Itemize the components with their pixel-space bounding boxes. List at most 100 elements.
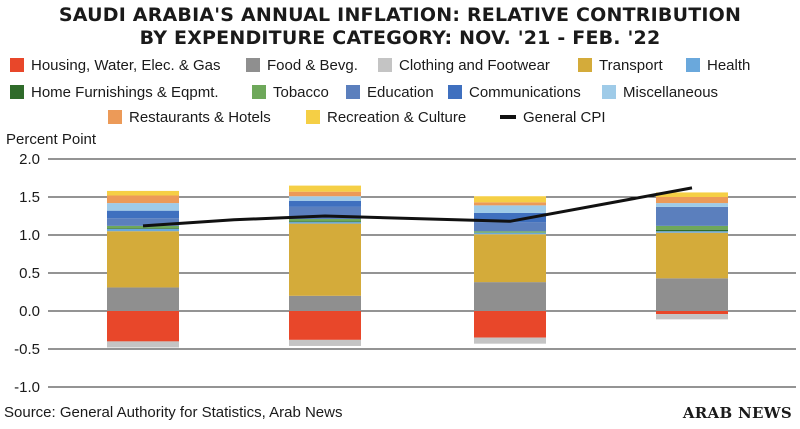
legend-swatch xyxy=(306,110,320,124)
bar-segment xyxy=(474,222,546,232)
bar-segment xyxy=(474,231,546,233)
legend-swatch xyxy=(252,85,266,99)
source-note: Source: General Authority for Statistics… xyxy=(4,404,343,421)
y-tick-label: 1.5 xyxy=(19,189,40,206)
bar-segment xyxy=(289,295,361,311)
legend-item-housing: Housing, Water, Elec. & Gas xyxy=(10,54,221,76)
legend-item-restaurants: Restaurants & Hotels xyxy=(108,106,271,128)
legend-label: Recreation & Culture xyxy=(327,108,467,126)
y-tick-label: -1.0 xyxy=(14,379,40,396)
bar-segment xyxy=(474,202,546,206)
legend-label: General CPI xyxy=(523,108,606,126)
brand-logo: ARAB NEWS xyxy=(682,404,792,422)
bar-segment xyxy=(107,228,179,232)
bar-segment xyxy=(107,190,179,196)
cpi-line-group xyxy=(142,186,693,228)
legend-label: Food & Bevg. xyxy=(267,56,358,74)
legend-item-home-furnishings: Home Furnishings & Eqpmt. xyxy=(10,81,219,103)
bar-segment xyxy=(107,287,179,311)
bar-stack xyxy=(474,196,546,344)
legend-label: Restaurants & Hotels xyxy=(129,108,271,126)
bar-segment xyxy=(656,311,728,315)
bar-segment xyxy=(474,282,546,311)
bar-segment xyxy=(107,341,179,348)
legend-label: Health xyxy=(707,56,751,74)
bar-segment xyxy=(289,222,361,224)
legend-swatch xyxy=(346,85,360,99)
bar-segment xyxy=(474,205,546,213)
bar-segment xyxy=(474,337,546,344)
bar-segment xyxy=(107,210,179,219)
bar-segment xyxy=(656,232,728,279)
bar-stack xyxy=(107,190,179,348)
bar-segment xyxy=(474,212,546,223)
title-line-1: SAUDI ARABIA'S ANNUAL INFLATION: RELATIV… xyxy=(58,4,742,26)
bar-segment xyxy=(289,185,361,192)
y-tick-labels: 2.0 1.5 1.0 0.5 0.0 -0.5 -1.0 xyxy=(14,151,40,396)
bar-segment xyxy=(656,278,728,311)
legend-item-general-cpi: General CPI xyxy=(500,106,606,128)
bar-segment xyxy=(474,311,546,338)
legend-swatch xyxy=(602,85,616,99)
bar-segment xyxy=(656,229,728,232)
legend-swatch xyxy=(378,58,392,72)
bar-segment xyxy=(107,203,179,211)
y-tick-label: 0.0 xyxy=(19,303,40,320)
bar-segment xyxy=(656,231,728,233)
legend-item-clothing: Clothing and Footwear xyxy=(378,54,550,76)
legend-swatch xyxy=(500,115,516,119)
bar-segment xyxy=(656,206,728,226)
bar-segment xyxy=(107,195,179,204)
legend-item-recreation: Recreation & Culture xyxy=(306,106,466,128)
legend-item-education: Education xyxy=(346,81,434,103)
legend-label: Home Furnishings & Eqpmt. xyxy=(31,83,219,101)
legend-item-transport: Transport xyxy=(578,54,663,76)
y-tick-label: 2.0 xyxy=(19,151,40,168)
bar-segment xyxy=(656,314,728,320)
cpi-line xyxy=(142,186,693,228)
title-line-2: BY EXPENDITURE CATEGORY: NOV. '21 - FEB.… xyxy=(139,27,661,49)
bar-segment xyxy=(107,225,179,229)
bar-segment xyxy=(289,221,361,223)
legend-label: Housing, Water, Elec. & Gas xyxy=(31,56,221,74)
bar-segment xyxy=(107,228,179,229)
legend-label: Education xyxy=(367,83,434,101)
bar-segment xyxy=(289,191,361,197)
y-tick-label: 0.5 xyxy=(19,265,40,282)
bar-segment xyxy=(289,200,361,207)
legend-label: Tobacco xyxy=(273,83,329,101)
bar-stack xyxy=(289,185,361,346)
legend-item-food: Food & Bevg. xyxy=(246,54,358,76)
y-axis-label: Percent Point xyxy=(6,131,97,148)
y-tick-label: -0.5 xyxy=(14,341,40,358)
legend-label: Communications xyxy=(469,83,581,101)
legend-swatch xyxy=(246,58,260,72)
legend-swatch xyxy=(686,58,700,72)
legend-swatch xyxy=(10,58,24,72)
bar-segment xyxy=(474,232,546,235)
bar-segment xyxy=(656,203,728,207)
legend-item-communications: Communications xyxy=(448,81,581,103)
bar-segment xyxy=(107,231,179,288)
bars xyxy=(107,185,728,348)
legend-swatch xyxy=(578,58,592,72)
bar-segment xyxy=(656,197,728,204)
bar-segment xyxy=(289,223,361,296)
legend-swatch xyxy=(448,85,462,99)
bar-segment xyxy=(289,219,361,222)
bar-segment xyxy=(289,196,361,201)
legend-label: Miscellaneous xyxy=(623,83,719,101)
bar-segment xyxy=(289,339,361,346)
bar-segment xyxy=(656,225,728,230)
bar-segment xyxy=(107,218,179,226)
legend-label: Transport xyxy=(599,56,663,74)
legend-swatch xyxy=(108,110,122,124)
bar-stack xyxy=(656,192,728,320)
legend-label: Clothing and Footwear xyxy=(399,56,550,74)
legend-item-tobacco: Tobacco xyxy=(252,81,329,103)
legend-item-miscellaneous: Miscellaneous xyxy=(602,81,718,103)
y-tick-label: 1.0 xyxy=(19,227,40,244)
legend-swatch xyxy=(10,85,24,99)
bar-segment xyxy=(656,192,728,197)
bar-segment xyxy=(474,234,546,283)
